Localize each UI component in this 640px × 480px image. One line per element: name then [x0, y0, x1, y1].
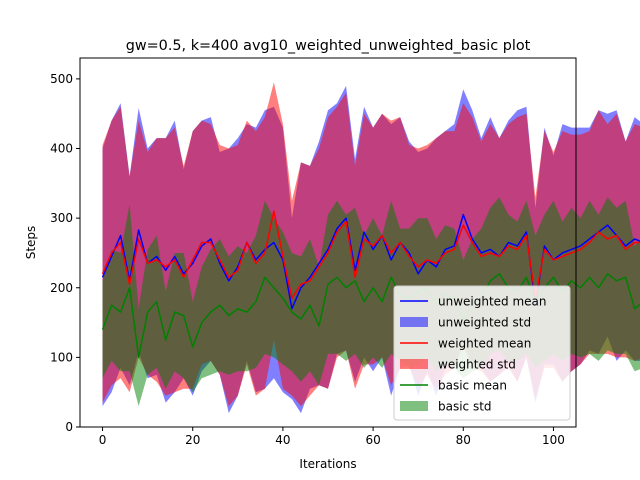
weighted-mean-legend-label: weighted mean — [438, 337, 531, 351]
basic-mean-legend-label: basic mean — [438, 379, 507, 393]
y-tick-label: 300 — [50, 211, 73, 225]
x-tick-label: 100 — [542, 433, 565, 447]
y-tick-label: 200 — [50, 281, 73, 295]
x-tick-label: 40 — [275, 433, 290, 447]
x-tick-label: 20 — [185, 433, 200, 447]
x-tick-label: 0 — [99, 433, 107, 447]
weighted-std-legend-label: weighted std — [438, 358, 516, 372]
x-tick-label: 60 — [365, 433, 380, 447]
weighted-mean-line — [101, 210, 640, 299]
unweighted-std-legend-label: unweighted std — [438, 316, 531, 330]
y-tick-label: 400 — [50, 142, 73, 156]
x-tick-label: 80 — [456, 433, 471, 447]
basic-std-legend-swatch — [400, 401, 428, 411]
chart-title: gw=0.5, k=400 avg10_weighted_unweighted_… — [126, 38, 531, 54]
basic-mean-line — [101, 273, 640, 359]
y-axis-ticks: 0 100 200 300 400 500 — [50, 72, 80, 434]
mean-lines — [101, 210, 640, 359]
unweighted-std-legend-swatch — [400, 317, 428, 327]
unweighted-mean-legend-label: unweighted mean — [438, 295, 547, 309]
basic-std-legend-label: basic std — [438, 400, 492, 414]
legend-box — [393, 285, 571, 421]
y-axis-label: Steps — [24, 226, 38, 260]
legend: unweighted mean unweighted std weighted me… — [393, 285, 571, 421]
x-axis-label: Iterations — [299, 457, 356, 471]
y-tick-label: 500 — [50, 72, 73, 86]
x-axis-ticks: 0 20 40 60 80 100 — [99, 427, 565, 447]
weighted-std-legend-swatch — [400, 359, 428, 369]
plot-frame — [79, 57, 577, 428]
y-tick-label: 0 — [65, 420, 73, 434]
y-tick-label: 100 — [50, 350, 73, 364]
